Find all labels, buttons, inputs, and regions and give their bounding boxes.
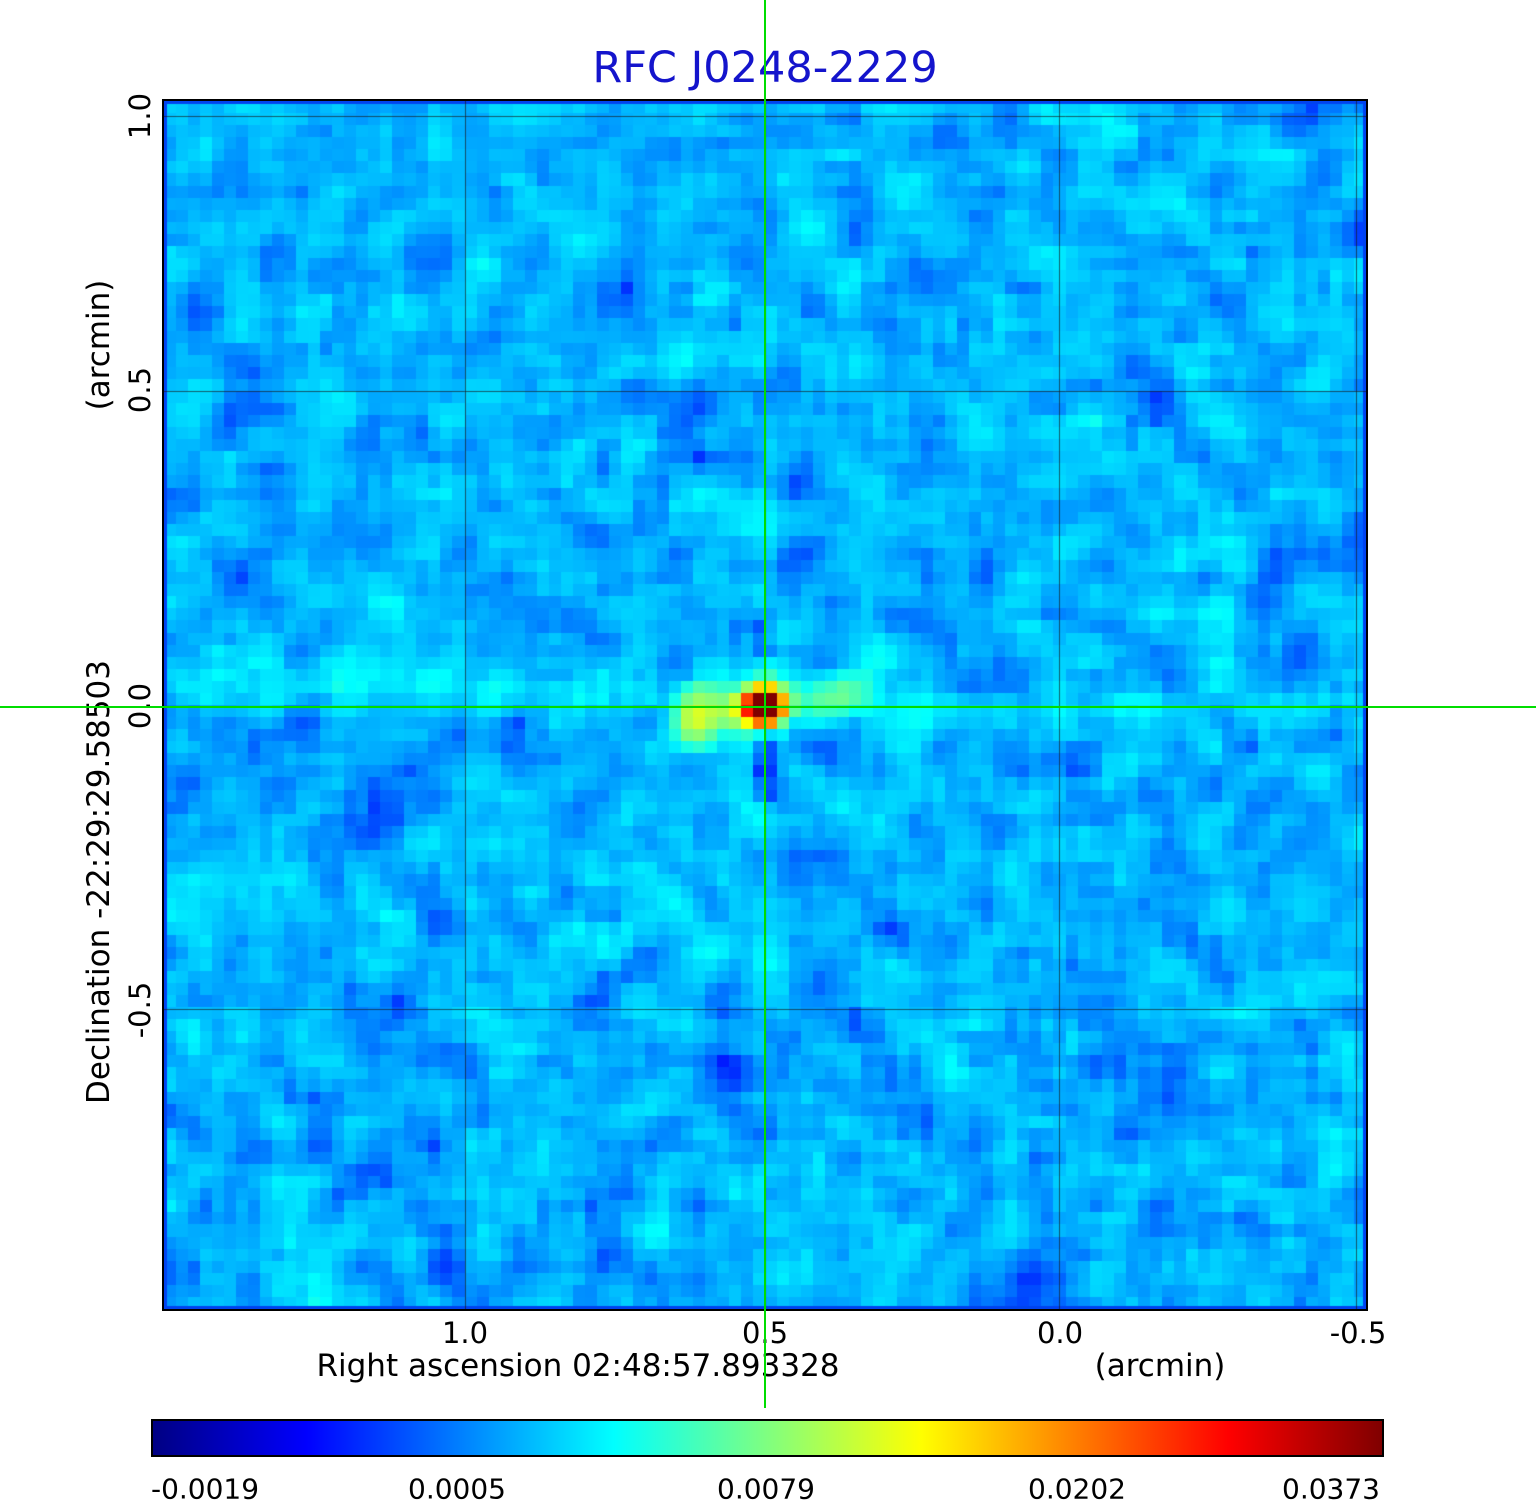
colorbar-tick-label: 0.0079 — [717, 1472, 815, 1506]
y-tick-label: -0.5 — [123, 981, 157, 1039]
colorbar-tick-label: 0.0202 — [1028, 1472, 1126, 1506]
colorbar-tick-label: 0.0005 — [408, 1472, 506, 1506]
x-axis-label: Right ascension 02:48:57.893328 — [316, 1348, 840, 1384]
x-tick-label: -0.5 — [1329, 1316, 1387, 1350]
x-axis-unit-label: (arcmin) — [1094, 1348, 1226, 1384]
y-axis-unit-label: (arcmin) — [81, 279, 117, 411]
colorbar-gradient — [151, 1419, 1384, 1457]
crosshair-vertical-line — [764, 0, 766, 1408]
y-axis-label: Declination -22:29:29.58503 — [81, 660, 117, 1104]
x-tick-label: 0.0 — [1036, 1316, 1084, 1350]
y-tick-label: 0.5 — [123, 366, 157, 414]
y-tick-label: 1.0 — [123, 92, 157, 140]
crosshair-horizontal-line — [0, 706, 1536, 708]
x-tick-label: 1.0 — [441, 1316, 489, 1350]
colorbar-tick-label: 0.0373 — [1282, 1472, 1380, 1506]
colorbar-tick-label: -0.0019 — [150, 1472, 260, 1506]
